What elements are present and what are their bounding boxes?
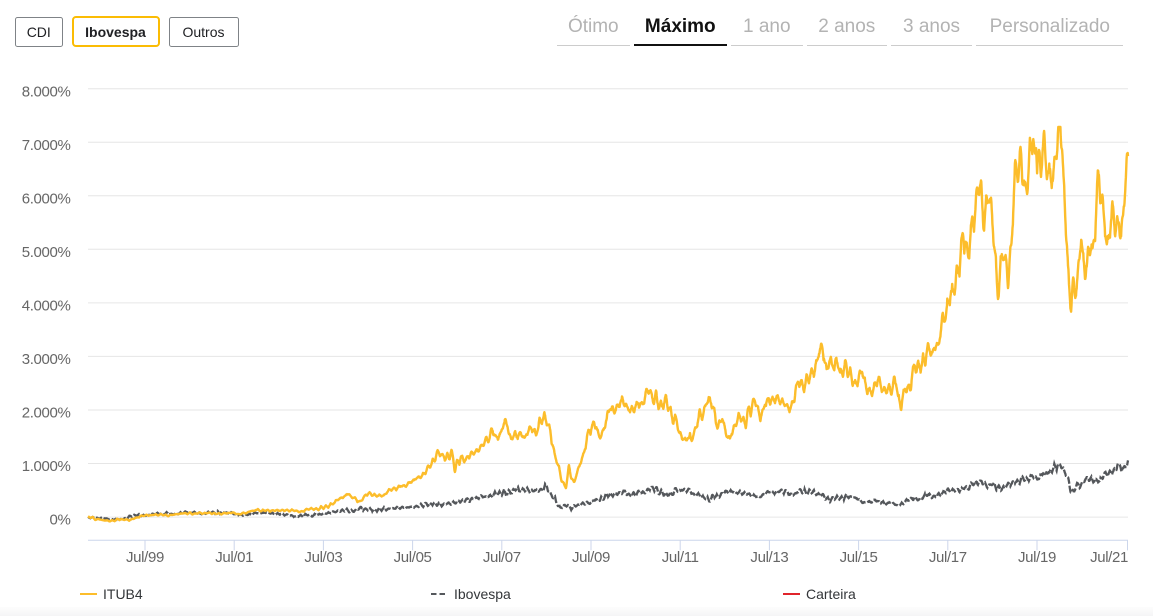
svg-text:Jul/19: Jul/19 (1018, 549, 1056, 566)
svg-text:Jul/13: Jul/13 (750, 549, 788, 566)
svg-text:5.000%: 5.000% (22, 244, 71, 261)
svg-text:0%: 0% (50, 512, 71, 529)
svg-text:Jul/17: Jul/17 (929, 549, 967, 566)
svg-text:8.000%: 8.000% (22, 83, 71, 100)
svg-text:Jul/21: Jul/21 (1090, 549, 1128, 566)
svg-text:Jul/05: Jul/05 (394, 549, 432, 566)
svg-text:4.000%: 4.000% (22, 298, 71, 315)
svg-text:Jul/11: Jul/11 (662, 549, 699, 566)
svg-text:Jul/09: Jul/09 (572, 549, 610, 566)
svg-text:Jul/15: Jul/15 (840, 549, 878, 566)
svg-text:Jul/07: Jul/07 (483, 549, 521, 566)
svg-text:1.000%: 1.000% (22, 458, 71, 475)
svg-text:Jul/99: Jul/99 (126, 549, 164, 566)
svg-text:3.000%: 3.000% (22, 351, 71, 368)
svg-text:2.000%: 2.000% (22, 405, 71, 422)
svg-text:6.000%: 6.000% (22, 190, 71, 207)
svg-text:Jul/03: Jul/03 (304, 549, 342, 566)
svg-text:Jul/01: Jul/01 (215, 549, 253, 566)
svg-text:7.000%: 7.000% (22, 137, 71, 154)
